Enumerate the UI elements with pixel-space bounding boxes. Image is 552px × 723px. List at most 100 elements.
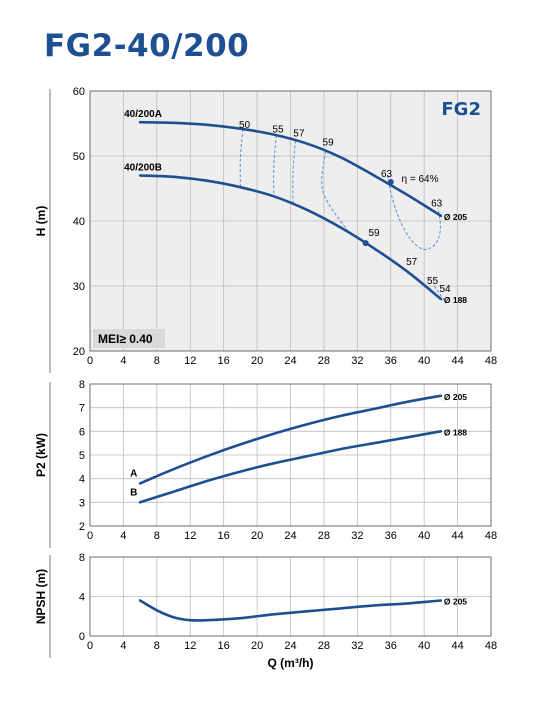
x-tick-label: 32: [351, 530, 363, 542]
x-tick-label: 40: [418, 530, 430, 542]
head-series-0-line: [138, 120, 443, 218]
bep-point: [387, 179, 394, 185]
y-tick-label: 30: [73, 281, 85, 293]
x-tick-label: 16: [218, 640, 230, 652]
x-tick-label: 20: [251, 355, 263, 367]
npsh-plot-frame: [89, 556, 492, 637]
power-plot-frame: [89, 383, 492, 527]
efficiency-isoline: [292, 140, 296, 205]
efficiency-isoline: [433, 285, 445, 301]
x-tick-label: 36: [385, 530, 397, 542]
efficiency-label: 57: [406, 257, 418, 268]
x-tick-label: 44: [451, 530, 463, 542]
x-tick-label: 4: [120, 530, 126, 542]
efficiency-label: η = 64%: [401, 174, 438, 185]
efficiency-label: 55: [427, 276, 439, 287]
efficiency-isoline: [239, 129, 244, 188]
x-tick-label: 4: [120, 355, 126, 367]
y-tick-label: 6: [79, 426, 85, 438]
x-tick-label: 24: [284, 355, 296, 367]
head-y-axis-label: H (m): [34, 206, 48, 237]
x-tick-label: 48: [485, 355, 497, 367]
x-tick-label: 0: [87, 530, 93, 542]
power-series-1-line: [138, 430, 443, 504]
x-tick-label: 8: [154, 640, 160, 652]
head-series-1-line: [138, 174, 443, 301]
x-tick-label: 0: [87, 355, 93, 367]
y-tick-label: 3: [79, 497, 85, 509]
x-tick-label: 36: [385, 355, 397, 367]
x-tick-label: 0: [87, 640, 93, 652]
efficiency-isoline: [273, 135, 277, 197]
efficiency-isoline: [321, 151, 350, 233]
x-tick-label: 16: [218, 530, 230, 542]
x-tick-label: 48: [485, 640, 497, 652]
series-end-label: Ø 188: [444, 427, 467, 437]
page-title: FG2-40/200: [44, 28, 250, 64]
efficiency-label: 59: [323, 138, 335, 149]
head-plot-frame: [89, 90, 492, 352]
y-tick-label: 4: [79, 474, 85, 486]
x-tick-label: 48: [485, 530, 497, 542]
x-tick-label: 40: [418, 355, 430, 367]
series-end-label: Ø 205: [444, 212, 467, 222]
model-label: FG2: [441, 99, 481, 120]
x-tick-label: 12: [184, 530, 196, 542]
x-tick-label: 40: [418, 640, 430, 652]
series-end-label: Ø 188: [444, 295, 467, 305]
mei-label: MEI≥ 0.40: [98, 332, 153, 346]
x-tick-label: 20: [251, 530, 263, 542]
y-tick-label: 7: [79, 403, 85, 415]
efficiency-isoline: [386, 175, 441, 251]
series-end-label: Ø 205: [444, 596, 467, 606]
x-tick-label: 28: [318, 530, 330, 542]
efficiency-label: 50: [239, 120, 251, 131]
efficiency-label: 63: [381, 169, 393, 180]
x-tick-label: 44: [451, 640, 463, 652]
y-tick-label: 40: [73, 216, 85, 228]
series-name-label: 40/200A: [124, 109, 162, 120]
x-tick-label: 24: [284, 530, 296, 542]
x-tick-label: 12: [184, 355, 196, 367]
y-tick-label: 4: [79, 592, 85, 604]
x-tick-label: 16: [218, 355, 230, 367]
series-name-label: 40/200B: [124, 163, 162, 174]
x-tick-label: 28: [318, 640, 330, 652]
x-tick-label: 8: [154, 355, 160, 367]
y-tick-label: 5: [79, 450, 85, 462]
y-tick-label: 50: [73, 151, 85, 163]
efficiency-label: 55: [272, 125, 284, 136]
x-tick-label: 24: [284, 640, 296, 652]
x-tick-label: 8: [154, 530, 160, 542]
power-series-0-line: [138, 394, 443, 485]
x-axis-label: Q (m³/h): [268, 656, 314, 670]
x-tick-label: 28: [318, 355, 330, 367]
x-tick-label: 4: [120, 640, 126, 652]
bep-point: [362, 240, 369, 247]
x-tick-label: 44: [451, 355, 463, 367]
y-tick-label: 2: [79, 521, 85, 533]
x-tick-label: 20: [251, 640, 263, 652]
efficiency-label: 63: [431, 199, 443, 210]
x-tick-label: 32: [351, 355, 363, 367]
power-y-axis-label: P2 (kW): [34, 433, 48, 477]
x-tick-label: 32: [351, 640, 363, 652]
y-tick-label: 0: [79, 631, 85, 643]
x-tick-label: 36: [385, 640, 397, 652]
y-tick-label: 60: [73, 86, 85, 98]
series-end-label: Ø 205: [444, 392, 467, 402]
series-name-label: A: [130, 468, 137, 479]
x-tick-label: 12: [184, 640, 196, 652]
efficiency-label: 57: [293, 129, 305, 140]
mei-badge: [93, 329, 165, 348]
efficiency-label: 54: [439, 284, 451, 295]
efficiency-label: 59: [368, 228, 380, 239]
y-tick-label: 8: [79, 552, 85, 564]
npsh-y-axis-label: NPSH (m): [34, 569, 48, 624]
y-tick-label: 20: [73, 346, 85, 358]
npsh-series-0-line: [138, 599, 443, 622]
